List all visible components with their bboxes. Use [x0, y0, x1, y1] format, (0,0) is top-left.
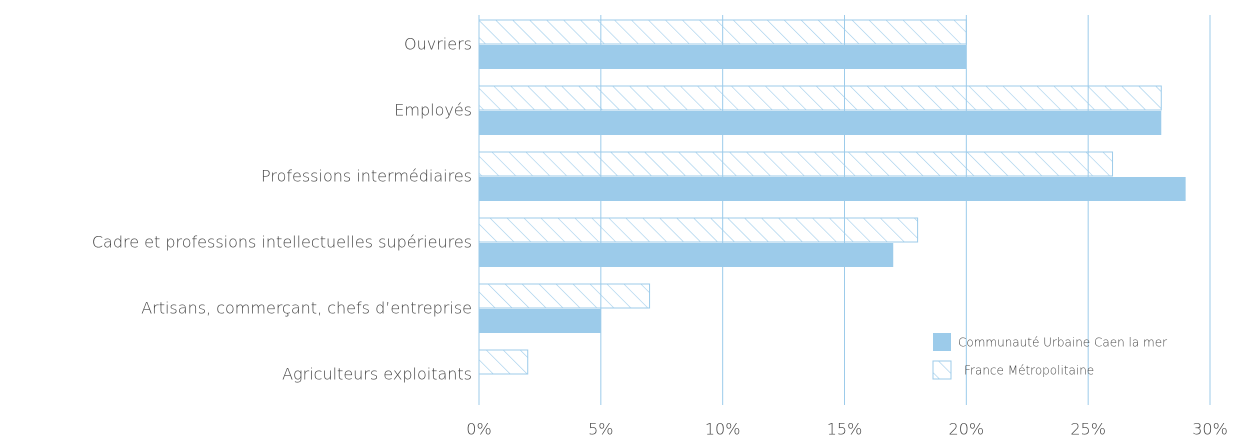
x-tick-label: 5%: [588, 420, 613, 439]
legend-label: France Métropolitaine: [964, 364, 1094, 378]
x-tick-label: 15%: [827, 420, 863, 439]
bar: [479, 177, 1186, 201]
x-tick-label: 30%: [1192, 420, 1228, 439]
bar: [478, 349, 529, 375]
bar: [478, 19, 967, 45]
x-tick-label: 10%: [705, 420, 741, 439]
x-tick-label: 20%: [949, 420, 985, 439]
bar: [478, 151, 1114, 177]
y-tick-label: Artisans, commerçant, chefs d’entreprise: [141, 299, 472, 318]
bar: [479, 309, 601, 333]
bar: [478, 85, 1162, 111]
y-tick-label: Employés: [394, 101, 472, 120]
y-tick-label: Cadre et professions intellectuelles sup…: [92, 233, 472, 252]
y-tick-label: Agriculteurs exploitants: [282, 365, 472, 384]
bar: [478, 283, 651, 309]
x-tick-label: 25%: [1070, 420, 1106, 439]
y-tick-label: Ouvriers: [404, 35, 472, 54]
bar: [478, 217, 919, 243]
legend-label: Communauté Urbaine Caen la mer: [958, 336, 1167, 350]
legend-swatch: [932, 360, 952, 380]
x-tick-label: 0%: [466, 420, 491, 439]
legend-swatch: [933, 333, 951, 351]
y-tick-label: Professions intermédiaires: [261, 167, 472, 186]
bar: [479, 45, 967, 69]
bar: [479, 243, 894, 267]
bar: [479, 111, 1162, 135]
